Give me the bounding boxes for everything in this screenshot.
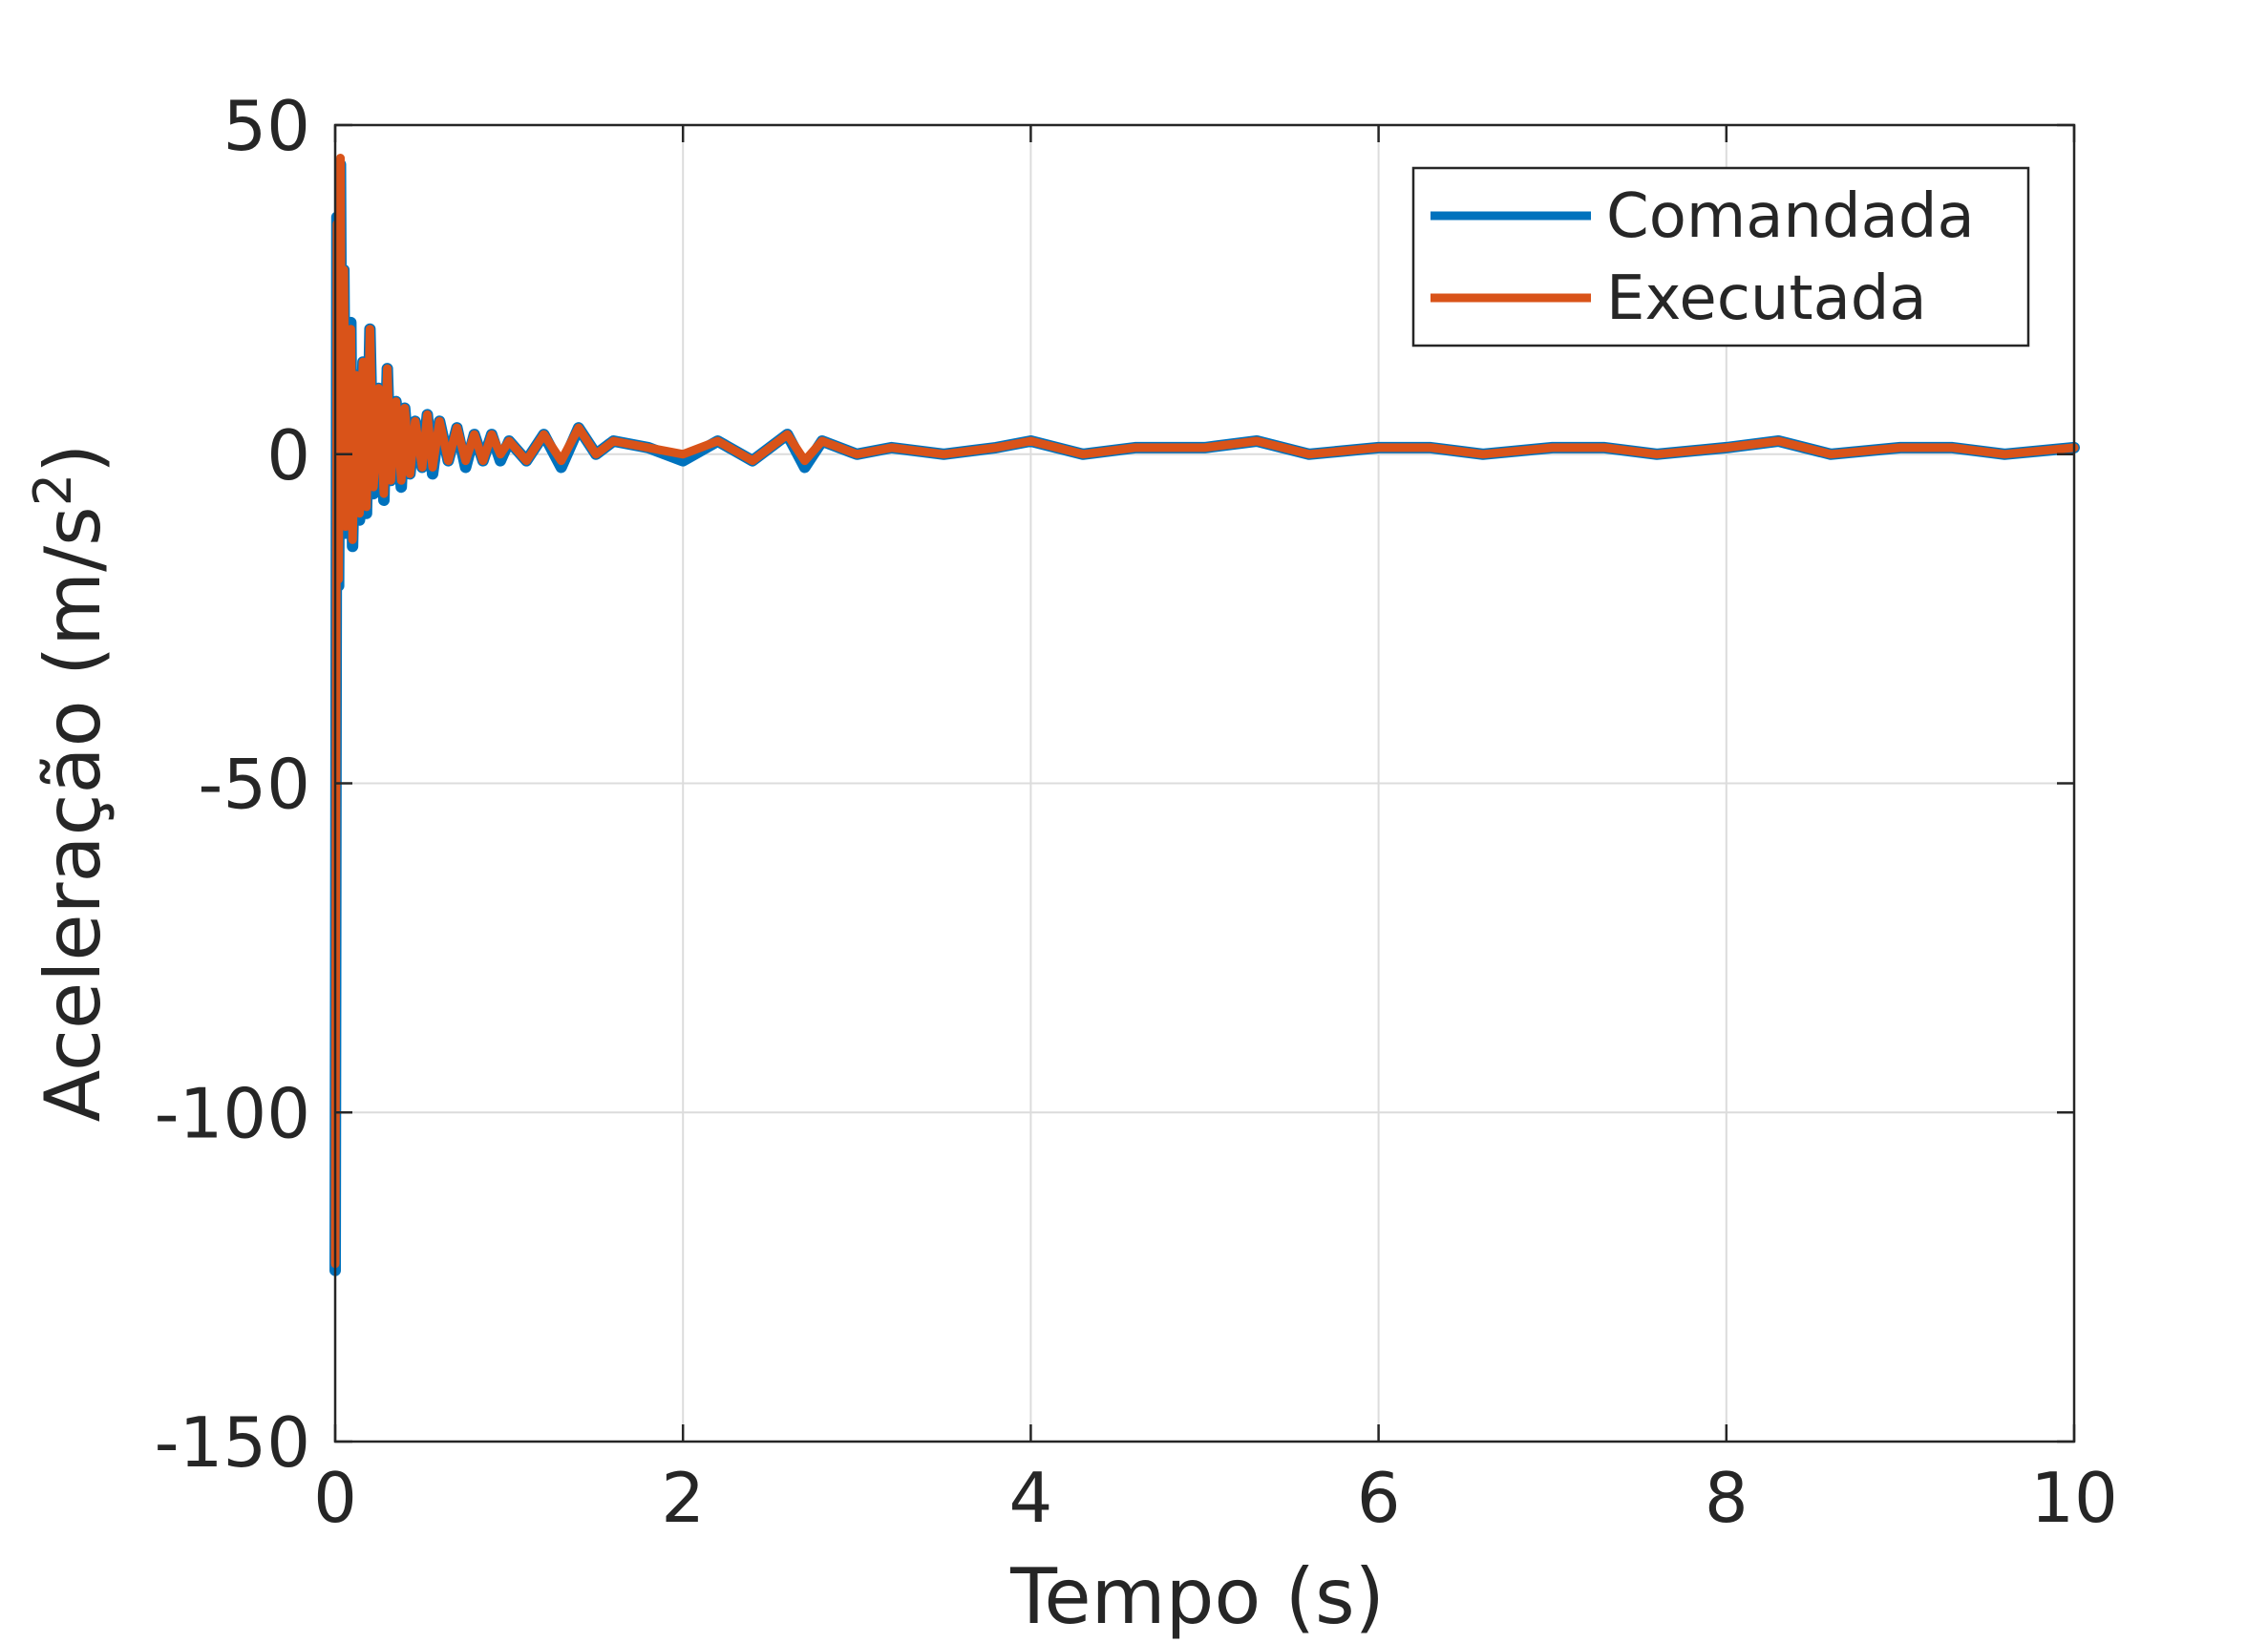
y-tick-label: -50 [198, 745, 310, 825]
x-tick-label: 2 [661, 1458, 705, 1538]
y-axis-label-close: ) [29, 444, 117, 474]
series-lines [329, 154, 2080, 1276]
x-tick-label: 6 [1357, 1458, 1401, 1538]
series-line-executada [330, 154, 2079, 1269]
x-tick-label: 4 [1008, 1458, 1052, 1538]
x-tick-label: 8 [1705, 1458, 1749, 1538]
y-tick-labels: 50 0 -50 -100 -150 [155, 86, 310, 1483]
y-tick-label: 0 [266, 415, 310, 495]
y-tick-label: -150 [155, 1402, 310, 1483]
y-axis-label-main: Aceleração (m/s [29, 506, 117, 1122]
y-axis-label-superscript: 2 [23, 474, 83, 506]
legend-label-executada: Executada [1606, 263, 1927, 334]
x-axis-label: Tempo (s) [1009, 1552, 1385, 1641]
x-tick-label: 0 [313, 1458, 357, 1538]
legend-label-comandada: Comandada [1606, 181, 1975, 252]
legend: Comandada Executada [1411, 166, 2030, 348]
y-axis-label: Aceleração (m/s2) [23, 444, 117, 1123]
legend-box [1411, 166, 2030, 348]
x-tick-labels: 0 2 4 6 8 10 [313, 1458, 2118, 1538]
y-tick-label: 50 [223, 86, 310, 166]
tick-marks [333, 123, 2076, 1443]
x-tick-label: 10 [2030, 1458, 2118, 1538]
y-tick-label: -100 [155, 1073, 310, 1153]
